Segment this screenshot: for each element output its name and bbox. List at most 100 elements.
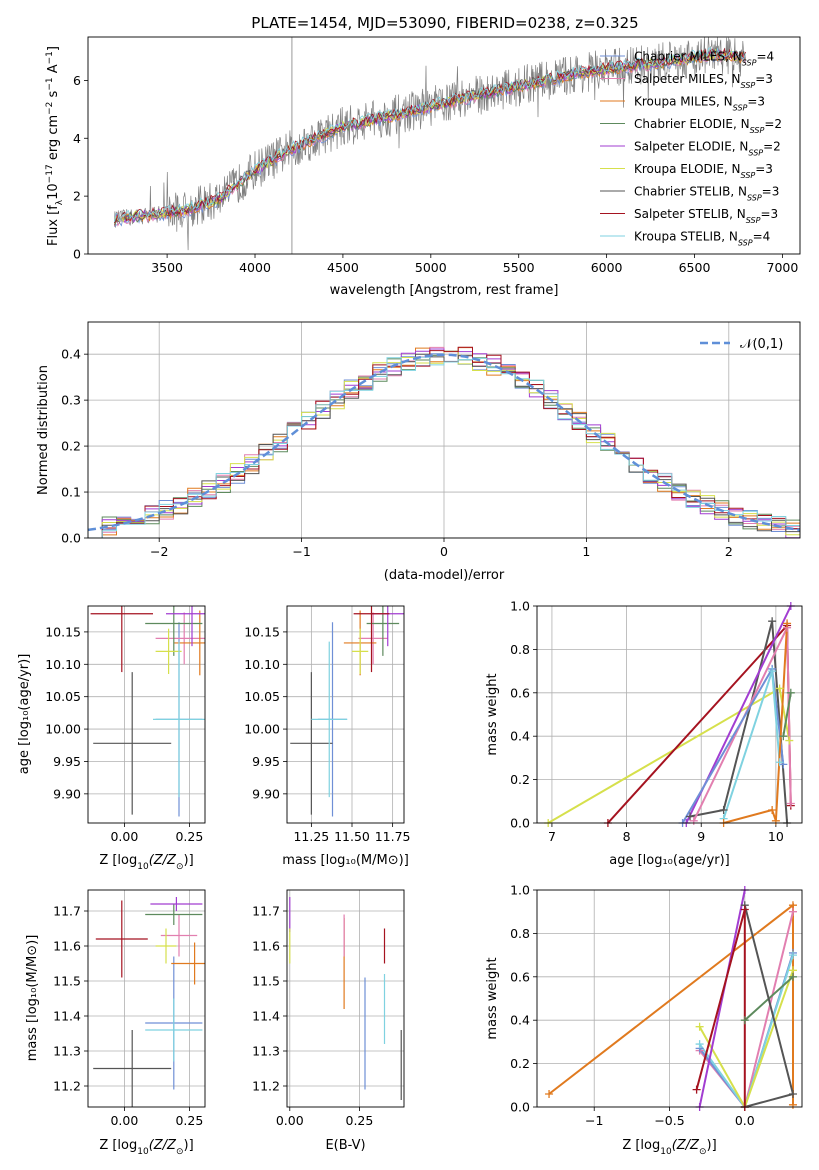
x-axis-label: E(B-V)	[325, 1138, 365, 1153]
plot-area	[537, 890, 802, 1107]
panel-spectrum: 3500 4000 4500 5000 5500 6000 6500 7000 0 2 4 6 wave…	[45, 36, 801, 298]
x-tick-label: 7000	[767, 260, 799, 275]
plus-marker	[695, 1022, 704, 1031]
legend-label: Chabrier ELODIE, NSSP=2	[634, 117, 782, 135]
panel-residuals: −2 −1 0 1 2 0.0 0.1 0.2 0.3 0.4 (data-model)/error…	[36, 321, 801, 583]
y-axis-label: mass weight	[485, 957, 500, 1039]
y-tick-label: 11.3	[53, 1044, 81, 1059]
y-tick-label: 0.1	[61, 485, 81, 500]
y-tick-label: 0.0	[510, 816, 530, 831]
panel-age_vs_Z: 0.00 0.25 9.90 9.95 10.00 10.05 10.10 10.15 Z [l…	[17, 605, 206, 872]
x-tick-label: 0.00	[110, 1113, 138, 1128]
plus-marker	[783, 619, 792, 628]
y-tick-label: 11.2	[252, 1079, 280, 1094]
x-tick-label: −1	[292, 544, 310, 559]
y-tick-label: 0.2	[510, 1056, 530, 1071]
y-tick-label: 11.7	[53, 904, 81, 919]
x-tick-label: −0.5	[654, 1113, 684, 1128]
y-tick-label: 0.3	[61, 393, 81, 408]
y-tick-label: 10.05	[45, 689, 81, 704]
mass-weight-line	[782, 692, 792, 737]
x-tick-label: 0.25	[346, 1113, 374, 1128]
mass-weight-line	[698, 890, 746, 1107]
axes-frame	[536, 889, 803, 1108]
y-tick-label: 0.8	[510, 642, 530, 657]
y-axis-label: age [log₁₀(age/yr)]	[17, 654, 32, 775]
x-tick-label: 0.25	[175, 829, 203, 844]
x-tick-label: 11.50	[334, 829, 370, 844]
figure-title: PLATE=1454, MJD=53090, FIBERID=0238, z=0…	[251, 14, 638, 32]
y-tick-label: 0.6	[510, 969, 530, 984]
plot-area	[88, 606, 205, 823]
y-tick-label: 11.2	[53, 1079, 81, 1094]
model-spectrum	[114, 47, 746, 223]
plus-marker	[779, 732, 788, 741]
y-tick-label: 11.4	[53, 1009, 81, 1024]
axes-frame	[87, 889, 206, 1108]
x-tick-label: 9	[697, 829, 705, 844]
x-tick-label: 2	[725, 544, 733, 559]
plus-marker	[788, 951, 797, 960]
y-tick-label: 0.4	[510, 1013, 530, 1028]
x-tick-label: 1	[582, 544, 590, 559]
x-tick-label: 6000	[591, 260, 623, 275]
plus-marker	[686, 812, 695, 821]
legend-label: Chabrier MILES, NSSP=4	[634, 50, 774, 68]
axes-frame	[286, 605, 405, 824]
y-tick-label: 0.8	[510, 926, 530, 941]
plus-marker	[689, 816, 698, 825]
plus-marker	[740, 1016, 749, 1025]
plus-marker	[775, 758, 784, 767]
y-tick-label: 10.10	[244, 657, 280, 672]
x-tick-label: 5500	[503, 260, 535, 275]
legend-label: Kroupa STELIB, NSSP=4	[634, 230, 770, 248]
x-axis-label: age [log₁₀(age/yr)]	[609, 853, 730, 868]
y-tick-label: 6	[73, 73, 81, 88]
panel-massweight_vs_age: 7 8 9 10 0.0 0.2 0.4 0.6 0.8 1.0 age [log₁₀(age/yr…	[485, 599, 803, 868]
panel-age_vs_mass: 11.25 11.50 11.75 9.90 9.95 10.00 10.05 10.10 10…	[244, 605, 411, 868]
plot-area	[114, 37, 746, 254]
y-tick-label: 0.0	[61, 531, 81, 546]
y-axis-label: mass [log₁₀(M/M⊙)]	[25, 935, 40, 1062]
y-tick-label: 11.6	[53, 939, 81, 954]
plus-marker	[788, 972, 797, 981]
y-tick-label: 9.95	[252, 754, 280, 769]
panel-mass_vs_EBV: 0.00 0.25 11.2 11.3 11.4 11.5 11.6 11.7 E(B-V)	[252, 889, 405, 1153]
legend-label: 𝒩(0,1)	[740, 337, 783, 352]
y-tick-label: 2	[73, 189, 81, 204]
y-tick-label: 9.90	[252, 786, 280, 801]
plot-area	[537, 606, 802, 823]
x-tick-label: 4000	[239, 260, 271, 275]
panel-mass_vs_Z: 0.00 0.25 11.2 11.3 11.4 11.5 11.6 11.7 Z [log10…	[25, 889, 206, 1157]
plus-marker	[768, 617, 777, 626]
panel-massweight_vs_Z: −1 −0.5 0.0 0.0 0.2 0.4 0.6 0.8 1.0 Z [log10(Z/Z⊙…	[485, 883, 803, 1157]
plus-marker	[719, 805, 728, 814]
x-tick-label: 0.0	[735, 1113, 755, 1128]
y-tick-label: 0.0	[510, 1100, 530, 1115]
x-axis-label: Z [log10(Z/Z⊙)]	[622, 1138, 716, 1157]
y-tick-label: 11.6	[252, 939, 280, 954]
model-spectrum	[114, 48, 746, 224]
x-tick-label: 6500	[679, 260, 711, 275]
plus-marker	[786, 688, 795, 697]
x-axis-label: mass [log₁₀(M/M⊙)]	[282, 853, 409, 868]
normal-curve	[88, 353, 800, 532]
x-axis-label: (data-model)/error	[384, 568, 505, 583]
observed-spectrum	[114, 37, 746, 251]
x-tick-label: 3500	[151, 260, 183, 275]
plus-marker	[775, 684, 784, 693]
x-tick-label: 4500	[327, 260, 359, 275]
plus-marker	[740, 905, 749, 914]
y-tick-label: 0.4	[61, 347, 81, 362]
x-tick-label: 11.75	[375, 829, 411, 844]
x-tick-label: 0.25	[175, 1113, 203, 1128]
plot-area	[287, 890, 404, 1107]
y-tick-label: 0.6	[510, 685, 530, 700]
mass-weight-line	[723, 623, 789, 823]
plot-area	[88, 890, 205, 1107]
plus-marker	[545, 1089, 554, 1098]
histogram-series	[88, 346, 800, 538]
y-axis-label: Flux [fλ10−17 erg cm−2 s−1 A−1]	[45, 46, 65, 246]
y-tick-label: 11.7	[252, 904, 280, 919]
